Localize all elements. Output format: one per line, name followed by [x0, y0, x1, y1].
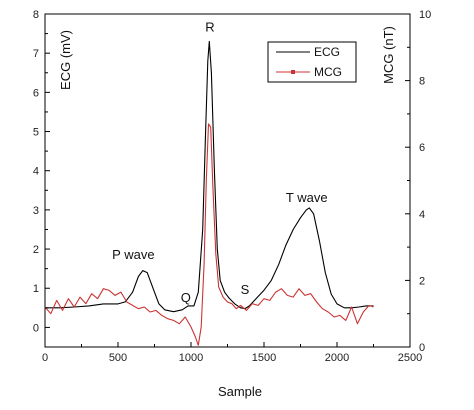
right-y-tick-label: 8: [419, 76, 425, 88]
annotation-q: Q: [181, 290, 191, 305]
series-line-ecg: [45, 40, 374, 313]
x-tick-label: 1500: [252, 352, 276, 364]
x-axis-title: Sample: [218, 384, 262, 399]
series-line-mcg: [44, 123, 374, 346]
annotation-t-wave: T wave: [286, 190, 328, 205]
legend-box: [267, 41, 357, 83]
right-y-tick-label: 6: [419, 142, 425, 154]
annotation-p-wave: P wave: [112, 247, 154, 262]
x-tick-label: 1000: [179, 352, 203, 364]
left-y-tick-label: 7: [33, 48, 39, 60]
left-y-tick-label: 1: [33, 283, 39, 295]
x-tick-label: 500: [109, 352, 127, 364]
legend-mcg-marker: [291, 70, 295, 74]
left-y-tick-label: 5: [33, 127, 39, 139]
left-y-tick-label: 0: [33, 322, 39, 334]
x-tick-label: 2000: [325, 352, 349, 364]
right-y-tick-label: 2: [419, 275, 425, 287]
left-y-tick-label: 3: [33, 205, 39, 217]
annotation-layer: R P wave Q S T wave: [112, 20, 327, 305]
right-y-tick-label: 4: [419, 209, 425, 221]
annotation-s: S: [241, 282, 250, 297]
left-y-tick-label: 8: [33, 9, 39, 21]
left-axis-title: ECG (mV): [58, 30, 73, 90]
series-layer: [44, 40, 374, 346]
legend-mcg-label: MCG: [314, 65, 342, 79]
left-y-tick-label: 4: [33, 166, 39, 178]
right-y-tick-label: 10: [419, 9, 431, 21]
left-y-tick-label: 6: [33, 87, 39, 99]
right-axis-title: MCG (nT): [381, 26, 396, 84]
legend: ECG MCG: [267, 41, 357, 83]
right-y-tick-label: 0: [419, 342, 425, 354]
x-tick-label: 0: [42, 352, 48, 364]
left-y-tick-label: 2: [33, 244, 39, 256]
annotation-r: R: [205, 20, 214, 35]
x-tick-label: 2500: [398, 352, 422, 364]
legend-ecg-label: ECG: [314, 45, 340, 59]
